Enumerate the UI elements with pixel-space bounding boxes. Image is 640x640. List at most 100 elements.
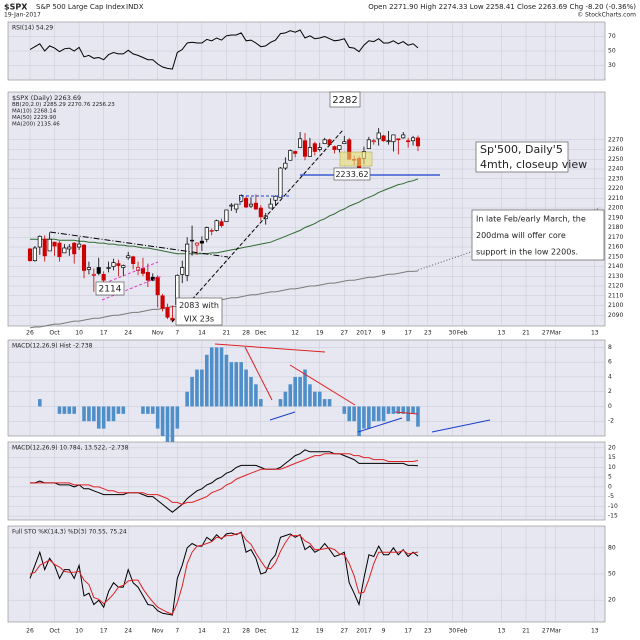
y-tick-label: 0: [608, 483, 612, 490]
y-tick-label: 2270: [608, 136, 623, 143]
y-tick-label: 0: [608, 403, 612, 410]
y-tick-label: 2110: [608, 292, 623, 299]
histogram-bar: [96, 406, 101, 429]
candle-body: [81, 244, 87, 271]
histogram-bar: [101, 406, 106, 429]
candle-body: [229, 204, 234, 207]
moving-average: [29, 270, 419, 329]
candle-body: [322, 139, 327, 145]
candle-body: [293, 151, 298, 154]
candle-body: [199, 240, 204, 244]
candle-body: [234, 203, 239, 210]
annotation-text: 2083 with: [179, 301, 219, 310]
histogram-bar: [254, 384, 258, 407]
y-tick-label: 20: [608, 444, 616, 451]
histogram-bar: [278, 399, 283, 407]
candle-body: [283, 162, 288, 169]
channel-line: [99, 261, 159, 286]
annotations: 2282 2233.62 Sp'500, Daily'5 4mth, closeup …: [95, 91, 605, 326]
candle-body: [278, 167, 283, 198]
candle-body: [366, 139, 371, 149]
legend-entry: MACD(12,26,9) Hist -2.738: [12, 343, 93, 350]
histogram-bar: [327, 399, 332, 407]
x-tick-label: 14: [198, 330, 206, 337]
histogram-bar: [62, 406, 67, 414]
candle-body: [258, 207, 263, 218]
candle-body: [209, 230, 214, 232]
histogram-bar: [308, 384, 312, 407]
x-tick-label: 10: [75, 330, 83, 337]
highlight-box: [339, 151, 373, 167]
x-tick-label: 17: [100, 330, 108, 337]
legend-entry: MA(10) 2268.14: [12, 109, 57, 115]
histogram-bar: [249, 376, 253, 407]
annotation-text: 2233.62: [335, 170, 368, 179]
x-tick-label: Feb: [457, 330, 468, 337]
divergence-line: [357, 417, 403, 433]
candle-body: [317, 147, 322, 150]
histogram-bar: [313, 391, 317, 407]
x-tick-label: Mar: [550, 628, 562, 635]
histogram-bar: [244, 369, 248, 407]
candle-body: [57, 242, 62, 258]
x-tick-label: Oct: [49, 628, 60, 635]
y-tick-label: 30: [608, 62, 616, 69]
y-tick-label: 2190: [608, 214, 623, 221]
annotation-text: 200dma will offer core: [476, 231, 566, 240]
candle-body: [248, 203, 254, 207]
histogram-bar: [381, 406, 386, 422]
candle-body: [185, 243, 190, 276]
candle-body: [391, 134, 396, 143]
x-tick-label: Nov: [152, 330, 164, 337]
histogram-bar: [386, 406, 391, 414]
index-name: S&P 500 Large Cap Index: [36, 3, 125, 11]
x-tick-label: 28: [242, 330, 250, 337]
histogram-bar: [298, 376, 302, 407]
x-tick-label: 9: [382, 330, 386, 337]
candle-body: [332, 146, 337, 150]
x-tick-label: 12: [291, 330, 299, 337]
legend-entry: RSI(14) 54.29: [12, 25, 53, 32]
candle-body: [32, 247, 37, 262]
histogram-bar: [200, 369, 204, 407]
histogram-bar: [214, 347, 219, 407]
candle-body: [219, 221, 224, 226]
x-tick-label: Dec: [255, 330, 267, 337]
candle-body: [101, 273, 106, 281]
histogram-bar: [401, 406, 406, 414]
candle-body: [96, 267, 101, 274]
divergence-line: [214, 343, 326, 353]
candle-body: [386, 140, 391, 143]
trend-line: [171, 129, 344, 323]
histogram-bar: [239, 362, 243, 407]
candle-body: [376, 132, 381, 140]
histogram-bar: [141, 406, 145, 414]
y-tick-label: 2090: [608, 312, 623, 319]
histogram-bar: [259, 399, 263, 407]
x-tick-label: 23: [424, 330, 432, 337]
annotation-box: [475, 141, 569, 173]
y-tick-label: 2200: [608, 205, 623, 212]
candle-body: [121, 265, 126, 268]
candle-body: [411, 137, 416, 142]
candle-body: [302, 140, 308, 157]
x-tick-label: 21: [223, 330, 231, 337]
y-tick-label: 20: [608, 597, 616, 604]
x-tick-label: 17: [404, 330, 412, 337]
candle-body: [126, 255, 131, 259]
histogram-bar: [406, 406, 410, 422]
annotation-box: [95, 281, 125, 296]
y-tick-label: -15: [608, 513, 618, 520]
annotation-box: [471, 209, 605, 261]
x-tick-label: 30: [449, 628, 457, 635]
x-tick-label: 14: [198, 628, 206, 635]
credit: © StockCharts.com: [577, 12, 636, 19]
x-tick-label: Feb: [457, 628, 468, 635]
indicator-line: [29, 532, 419, 615]
annotation-text: 2114: [99, 285, 122, 295]
y-tick-label: 2180: [608, 224, 623, 231]
candle-body: [47, 238, 52, 252]
y-tick-label: 5: [608, 474, 612, 481]
candle-body: [224, 209, 229, 223]
